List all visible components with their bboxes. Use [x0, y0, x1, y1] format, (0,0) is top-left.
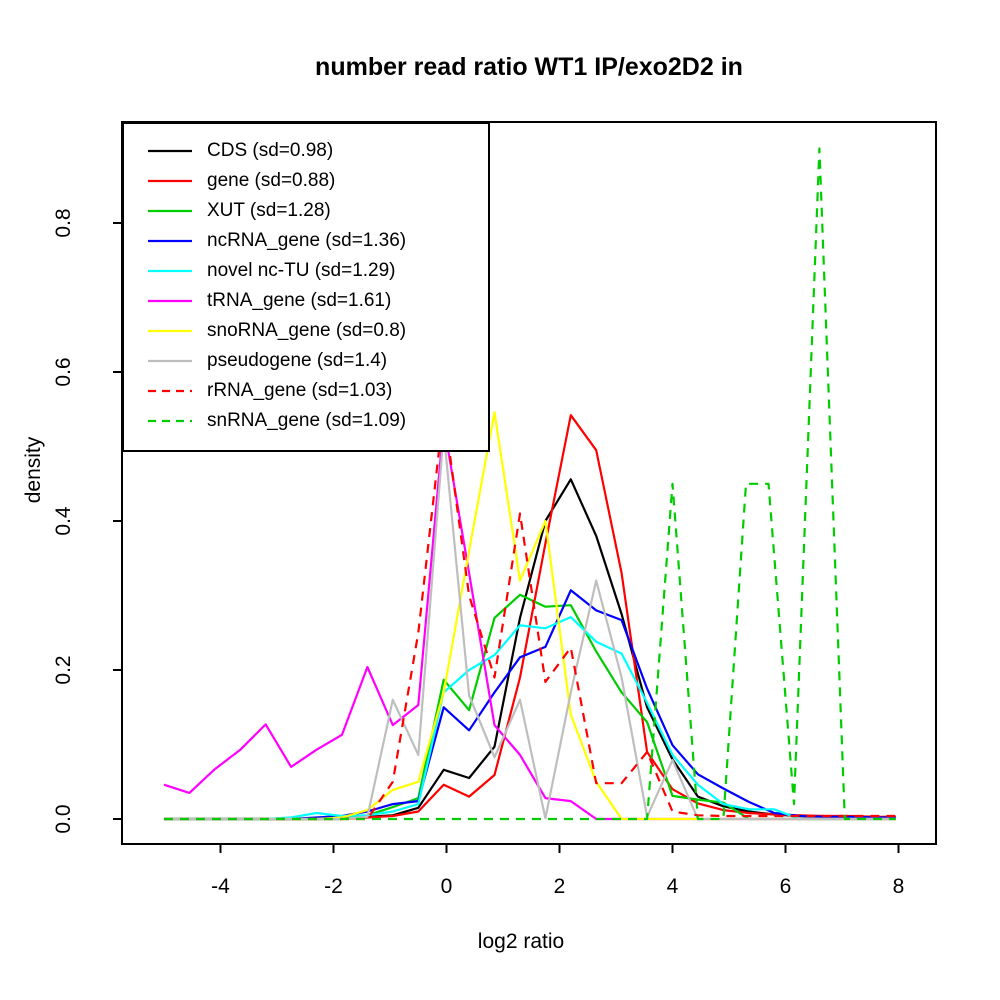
legend-line-sample — [148, 179, 192, 183]
legend-item-novel-nc-TU: novel nc-TU (sd=1.29) — [124, 256, 488, 286]
x-tick-label: 8 — [893, 875, 905, 898]
legend-label: gene (sd=0.88) — [207, 170, 336, 191]
legend-item-pseudogene: pseudogene (sd=1.4) — [124, 346, 488, 376]
x-tick-label: 2 — [554, 875, 566, 898]
legend-label: XUT (sd=1.28) — [207, 200, 331, 221]
series-line-rRNA-gene — [164, 408, 896, 821]
legend-label: ncRNA_gene (sd=1.36) — [207, 230, 407, 251]
legend-line-sample — [148, 239, 192, 243]
legend-line-sample — [148, 299, 192, 303]
legend-line-sample — [148, 419, 192, 423]
plot-box — [121, 121, 937, 845]
series-line-gene — [164, 414, 896, 821]
legend-label: rRNA_gene (sd=1.03) — [207, 380, 393, 401]
series-line-XUT — [164, 593, 896, 821]
legend-label: snoRNA_gene (sd=0.8) — [207, 320, 407, 341]
y-tick-label: 0.2 — [52, 655, 75, 684]
legend-item-CDS: CDS (sd=0.98) — [124, 136, 488, 166]
legend-line-sample — [148, 149, 192, 153]
legend-item-tRNA-gene: tRNA_gene (sd=1.61) — [124, 286, 488, 316]
series-line-CDS — [164, 478, 896, 821]
legend-item-rRNA-gene: rRNA_gene (sd=1.03) — [124, 376, 488, 406]
legend-label: novel nc-TU (sd=1.29) — [207, 260, 396, 281]
legend-line-sample — [148, 269, 192, 273]
x-tick-label: 6 — [780, 875, 792, 898]
y-tick-label: 0.4 — [52, 506, 75, 536]
legend-line-sample — [148, 389, 192, 393]
y-tick-label: 0.0 — [52, 804, 75, 833]
legend-line-sample — [148, 329, 192, 333]
legend-label: CDS (sd=0.98) — [207, 140, 334, 161]
legend-label: snRNA_gene (sd=1.09) — [207, 410, 407, 431]
legend-item-ncRNA-gene: ncRNA_gene (sd=1.36) — [124, 226, 488, 256]
x-tick-label: -2 — [324, 875, 343, 898]
legend-item-gene: gene (sd=0.88) — [124, 166, 488, 196]
legend-line-sample — [148, 359, 192, 363]
chart-title: number read ratio WT1 IP/exo2D2 in — [315, 53, 743, 81]
series-line-snRNA-gene — [164, 147, 896, 821]
legend-box: CDS (sd=0.98) gene (sd=0.88) XUT (sd=1.28)… — [122, 122, 490, 452]
legend-item-snoRNA-gene: snoRNA_gene (sd=0.8) — [124, 316, 488, 346]
x-tick-label: -4 — [211, 875, 230, 898]
series-line-snoRNA-gene — [164, 411, 896, 821]
legend-item-snRNA-gene: snRNA_gene (sd=1.09) — [124, 406, 488, 436]
series-line-tRNA-gene — [163, 423, 896, 821]
series-line-novel-nc-TU — [164, 616, 896, 821]
x-axis-label: log2 ratio — [478, 930, 564, 953]
legend-line-sample — [148, 209, 192, 213]
x-tick-label: 4 — [667, 875, 679, 898]
x-tick-label: 0 — [441, 875, 453, 898]
legend-item-XUT: XUT (sd=1.28) — [124, 196, 488, 226]
y-axis-label: density — [22, 436, 45, 503]
series-line-pseudogene — [164, 430, 896, 821]
legend-label: pseudogene (sd=1.4) — [207, 350, 388, 371]
y-tick-label: 0.8 — [52, 208, 75, 237]
legend-label: tRNA_gene (sd=1.61) — [207, 290, 392, 311]
y-tick-label: 0.6 — [52, 357, 75, 386]
